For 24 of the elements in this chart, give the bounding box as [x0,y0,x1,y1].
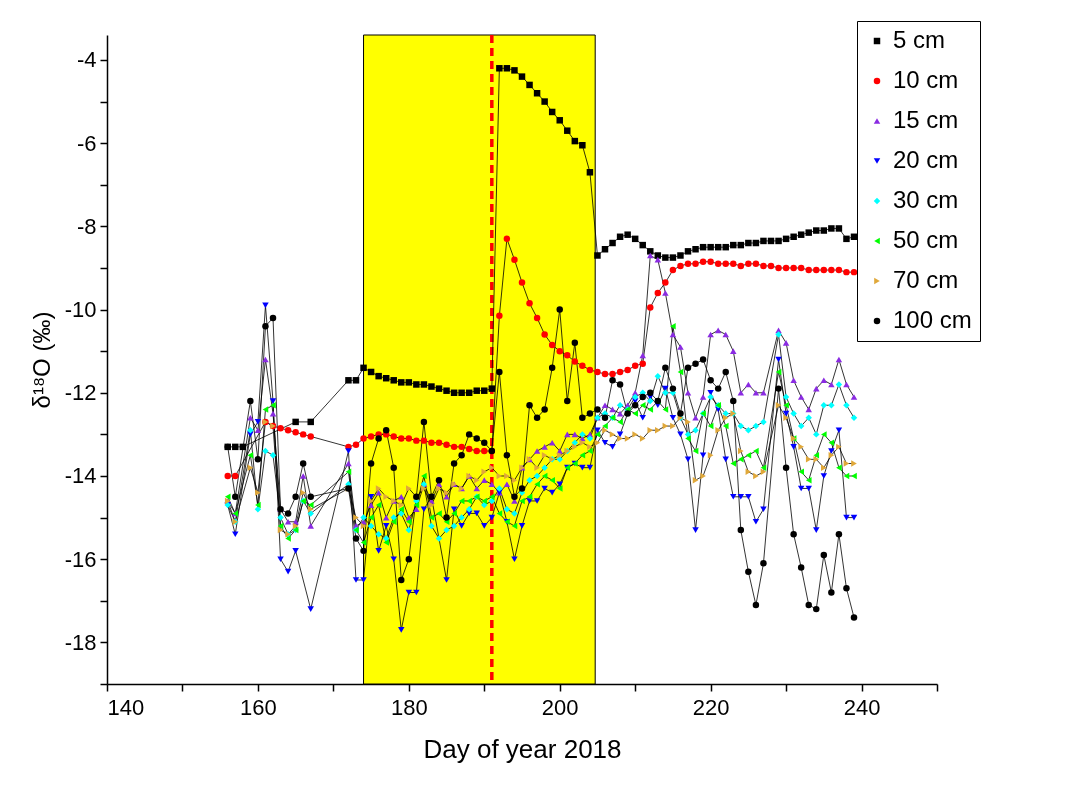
y-tick-label: -18 [64,629,97,655]
legend-label: 30 cm [893,186,959,213]
y-tick-label: -8 [76,213,97,239]
legend-label: 100 cm [893,306,972,333]
legend-label: 20 cm [893,146,959,173]
legend-label: 5 cm [893,26,946,53]
x-tick-label: 160 [240,694,277,720]
x-tick-label: 200 [541,694,579,720]
legend-label: 10 cm [893,66,959,93]
x-axis-title: Day of year 2018 [423,733,622,764]
x-tick-label: 240 [843,694,881,720]
y-axis-title: δ¹⁸O (‰) [27,311,55,409]
y-tick-label: -6 [76,130,97,156]
legend-label: 50 cm [893,226,959,253]
x-tick-label: 180 [390,694,428,720]
y-tick-label: -12 [64,380,97,406]
y-tick-label: -14 [64,463,97,489]
y-tick-label: -10 [64,297,97,323]
legend-label: 15 cm [893,106,959,133]
y-tick-label: -16 [64,546,97,572]
legend-label: 70 cm [893,266,959,293]
y-tick-label: -4 [76,47,97,73]
x-tick-label: 220 [692,694,730,720]
x-tick-label: 140 [107,694,145,720]
